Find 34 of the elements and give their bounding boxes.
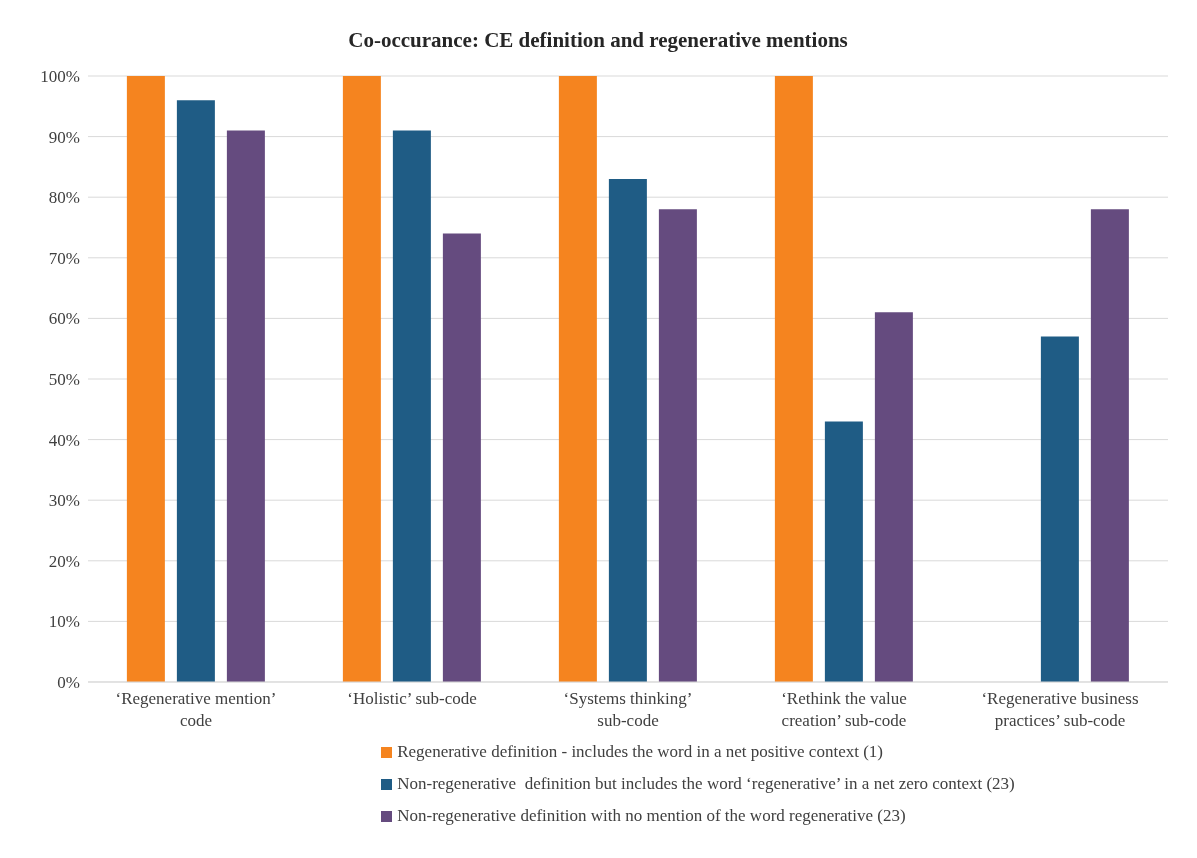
- y-tick-label: 20%: [48, 551, 80, 571]
- bar: [226, 130, 265, 682]
- bar: [392, 130, 431, 682]
- x-tick-label: ‘Holistic’ sub-code: [347, 689, 477, 708]
- bar: [442, 233, 481, 682]
- x-tick-label: ‘Regenerative mention’ code: [115, 689, 277, 730]
- y-tick-label: 80%: [48, 188, 80, 208]
- y-tick-label: 100%: [40, 67, 80, 87]
- bar: [1090, 209, 1129, 682]
- x-tick-label: ‘Rethink the value creation’ sub-code: [781, 689, 907, 730]
- y-tick-label: 40%: [48, 430, 80, 450]
- x-tick-label: ‘Systems thinking’ sub-code: [563, 689, 693, 730]
- bar: [608, 179, 647, 682]
- bar: [126, 76, 165, 682]
- legend-label: Non-regenerative definition with no mention of the word regenerative (23): [397, 806, 906, 826]
- bar: [824, 421, 863, 682]
- y-tick-label: 10%: [48, 612, 80, 632]
- y-tick-label: 0%: [57, 673, 80, 693]
- bar: [1040, 336, 1079, 682]
- x-tick-label: ‘Regenerative business practices’ sub-code: [981, 689, 1139, 730]
- chart-title: Co-occurance: CE definition and regenerative mentions: [347, 27, 849, 54]
- bar: [774, 76, 813, 682]
- bar: [558, 76, 597, 682]
- y-tick-label: 70%: [48, 248, 80, 268]
- legend-label: Regenerative definition - includes the word in a net positive context (1): [397, 742, 883, 762]
- legend-label: Non-regenerative definition but includes the word ‘regenerative’ in a net zero context (23): [397, 774, 1015, 794]
- y-tick-label: 50%: [48, 370, 80, 390]
- y-tick-label: 60%: [48, 309, 80, 329]
- bar: [176, 100, 215, 682]
- bar: [874, 312, 913, 682]
- y-tick-label: 30%: [48, 491, 80, 511]
- y-tick-label: 90%: [48, 127, 80, 147]
- bar: [342, 76, 381, 682]
- bar: [658, 209, 697, 682]
